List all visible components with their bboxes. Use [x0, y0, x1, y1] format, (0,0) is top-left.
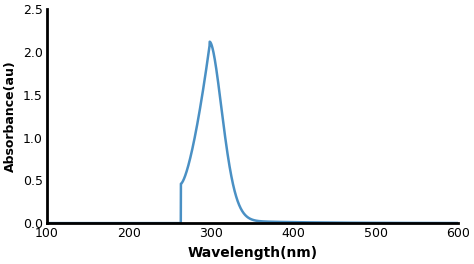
- Y-axis label: Absorbance(au): Absorbance(au): [4, 60, 17, 172]
- X-axis label: Wavelength(nm): Wavelength(nm): [187, 246, 318, 260]
